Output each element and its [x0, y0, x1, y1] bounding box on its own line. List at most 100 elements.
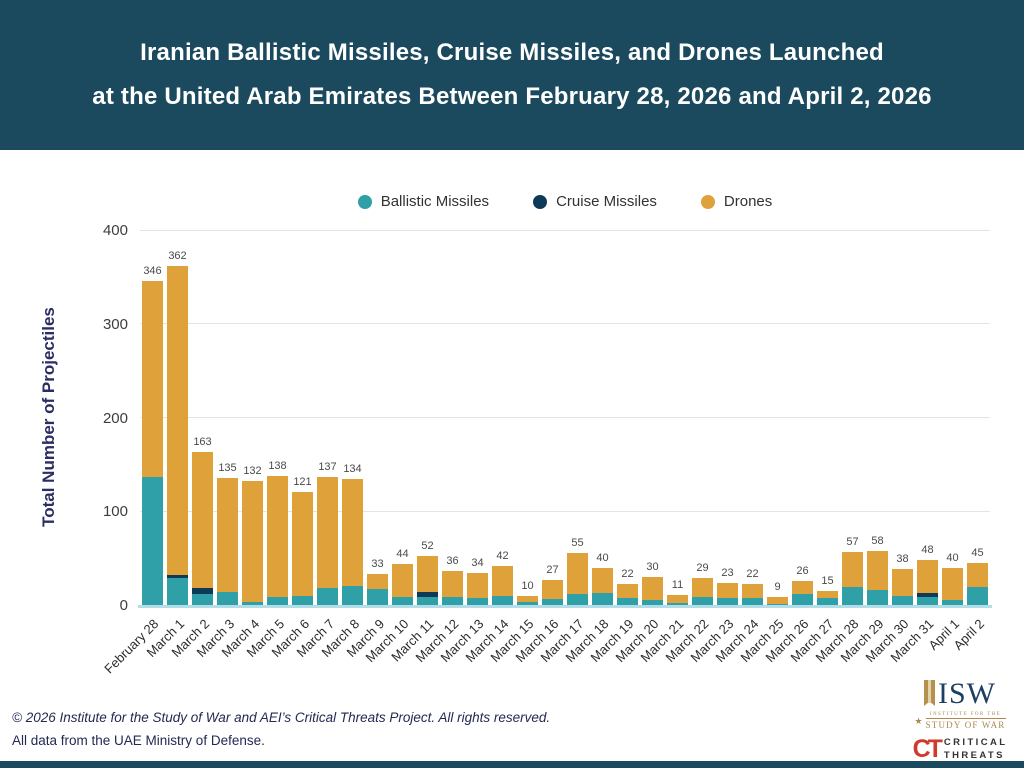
bar-value-label: 23: [721, 567, 734, 580]
bar-segment-drones: [741, 584, 763, 599]
isw-subtitle-line2: STUDY OF WAR: [925, 718, 1006, 730]
bar-value-label: 29: [696, 561, 709, 574]
bar-value-label: 138: [268, 459, 287, 472]
y-tick-label-200: 200: [102, 409, 128, 427]
bar-value-label: 9: [774, 580, 781, 593]
bar-segment-ballistic-missiles: [416, 596, 438, 605]
y-tick-label-0: 0: [119, 597, 128, 614]
legend-label: Cruise Missiles: [556, 193, 657, 210]
bar-segment-drones: [666, 594, 688, 604]
bar-group-march-31: [916, 560, 938, 605]
bar-group-march-12: [441, 571, 463, 605]
bar-group-march-13: [466, 573, 488, 605]
bar-group-march-15: [516, 595, 538, 605]
bar-value-label: 132: [243, 465, 262, 478]
bar-value-label: 57: [846, 535, 859, 548]
bar-segment-drones: [816, 590, 838, 599]
bar-value-label: 36: [446, 555, 459, 568]
ct-label-line2: THREATS: [943, 750, 1005, 761]
bar-segment-ballistic-missiles: [391, 596, 413, 605]
bar-group-march-14: [491, 565, 513, 605]
y-tick-label-100: 100: [102, 503, 128, 521]
plot-area: 0 100 200 300 400 346 February 28 362 March 1 163…: [102, 222, 992, 676]
bar-group-march-6: [291, 491, 313, 605]
bar-segment-ballistic-missiles: [916, 596, 938, 605]
isw-acronym: ISW: [938, 677, 996, 710]
chart-title-line2: at the United Arab Emirates Between Febr…: [92, 83, 932, 110]
bar-segment-drones: [691, 577, 713, 597]
bar-group-march-23: [716, 583, 738, 605]
bar-group-february-28: [141, 280, 163, 605]
bar-segment-ballistic-missiles: [841, 587, 863, 605]
bar-value-label: 40: [946, 551, 959, 564]
data-source-text: All data from the UAE Ministry of Defens…: [12, 733, 265, 748]
bar-group-march-28: [841, 551, 863, 605]
bar-segment-drones: [591, 567, 613, 593]
bar-segment-ballistic-missiles: [891, 595, 913, 605]
bar-value-label: 48: [921, 544, 934, 556]
bar-segment-cruise-missiles: [916, 592, 938, 597]
legend-swatch-icon: [700, 194, 715, 209]
bar-segment-cruise-missiles: [166, 575, 188, 578]
bar-value-label: 27: [546, 563, 559, 576]
bar-group-april-2: [966, 562, 988, 605]
bar-segment-ballistic-missiles: [491, 595, 513, 605]
bar-segment-ballistic-missiles: [816, 598, 838, 605]
bar-group-march-3: [216, 478, 238, 605]
bar-segment-ballistic-missiles: [641, 600, 663, 605]
bar-segment-drones: [166, 265, 188, 575]
bar-value-label: 26: [796, 564, 809, 577]
bar-segment-drones: [791, 580, 813, 594]
y-axis-title: Total Number of Projectiles: [39, 307, 58, 527]
legend-item-drones: Drones: [700, 193, 773, 210]
legend-item-cruise-missiles: Cruise Missiles: [533, 193, 657, 210]
bar-segment-drones: [216, 478, 238, 592]
ct-monogram-icon: CT: [912, 735, 943, 763]
bar-segment-drones: [541, 579, 563, 600]
bar-value-label: 11: [671, 578, 684, 591]
bar-segment-ballistic-missiles: [516, 602, 538, 605]
bar-value-label: 10: [521, 579, 534, 592]
bar-segment-drones: [916, 560, 938, 593]
bar-value-label: 55: [571, 537, 584, 550]
bar-segment-drones: [241, 481, 263, 603]
bar-value-label: 33: [371, 558, 384, 571]
bar-segment-ballistic-missiles: [716, 597, 738, 605]
bar-segment-ballistic-missiles: [341, 586, 363, 605]
bar-value-label: 44: [396, 547, 409, 560]
bar-value-label: 362: [168, 249, 187, 262]
legend-swatch-icon: [533, 194, 548, 209]
bar-value-label: 121: [293, 475, 312, 488]
bar-segment-drones: [891, 569, 913, 596]
bar-segment-cruise-missiles: [416, 591, 438, 597]
critical-threats-logo: CT CRITICAL THREATS: [912, 735, 1008, 763]
bar-segment-ballistic-missiles: [316, 588, 338, 605]
bar-segment-drones: [191, 452, 213, 589]
bar-segment-ballistic-missiles: [141, 476, 163, 605]
bar-segment-drones: [766, 596, 788, 605]
bar-segment-drones: [316, 476, 338, 589]
bar-value-label: 346: [143, 264, 162, 277]
bar-segment-ballistic-missiles: [216, 591, 238, 605]
bar-group-march-24: [741, 584, 763, 605]
bar-group-march-19: [616, 584, 638, 605]
bar-segment-ballistic-missiles: [966, 587, 988, 605]
bar-segment-drones: [566, 553, 588, 594]
bar-segment-drones: [341, 479, 363, 587]
bar-group-march-21: [666, 594, 688, 605]
bar-value-label: 40: [596, 551, 609, 564]
bar-segment-drones: [391, 563, 413, 597]
isw-logo: ISW ★ INSTITUTE FOR THE STUDY OF WAR: [915, 677, 1006, 730]
bar-segment-drones: [441, 571, 463, 597]
bar-segment-ballistic-missiles: [191, 593, 213, 605]
bar-value-label: 135: [218, 462, 237, 475]
bar-group-march-11: [416, 556, 438, 605]
x-axis-baseline: [138, 605, 992, 608]
bar-segment-drones: [491, 565, 513, 596]
bar-group-march-22: [691, 577, 713, 605]
bar-group-march-16: [541, 579, 563, 605]
bar-segment-ballistic-missiles: [241, 602, 263, 605]
legend-label: Drones: [723, 193, 773, 210]
bar-segment-ballistic-missiles: [366, 589, 388, 605]
bar-group-march-5: [266, 475, 288, 605]
